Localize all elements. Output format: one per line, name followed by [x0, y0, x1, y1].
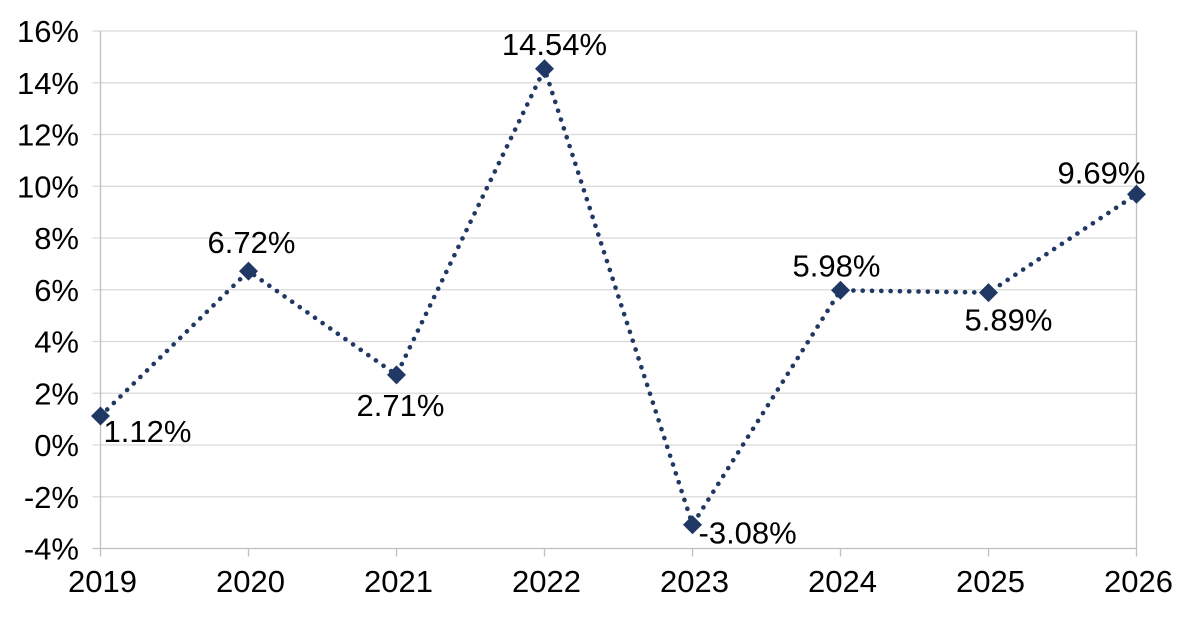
data-label-2026: 9.69%: [1058, 155, 1146, 190]
data-point-marker-2020: [239, 261, 258, 281]
y-axis-tick-label: 12%: [17, 118, 79, 153]
data-label-2023: -3.08%: [699, 516, 797, 551]
series-dotted-line: [98, 62, 1139, 531]
data-point-marker-2026: [1127, 184, 1146, 204]
y-axis-tick-label: -4%: [24, 532, 79, 567]
x-axis-tick-label: 2025: [956, 564, 1025, 599]
x-axis-tick-label: 2021: [364, 564, 433, 599]
data-point-marker-2019: [91, 406, 110, 426]
data-label-2020: 6.72%: [208, 225, 296, 260]
data-point-marker-2024: [831, 280, 850, 300]
y-axis-tick-label: -2%: [24, 480, 79, 515]
data-point-marker-2023: [683, 515, 702, 535]
x-axis-tick-label: 2026: [1104, 564, 1173, 599]
data-point-marker-2022: [535, 59, 554, 79]
x-axis-tick-label: 2020: [216, 564, 285, 599]
data-label-2024: 5.98%: [793, 248, 881, 283]
x-axis-tick-label: 2019: [68, 564, 137, 599]
y-axis-tick-label: 2%: [34, 376, 79, 411]
x-axis-tick-label: 2022: [512, 564, 581, 599]
data-label-2019: 1.12%: [104, 414, 192, 449]
data-label-2021: 2.71%: [357, 388, 445, 423]
y-axis-tick-label: 16%: [17, 14, 79, 49]
y-axis-tick-label: 8%: [34, 221, 79, 256]
data-label-2022: 14.54%: [502, 27, 607, 62]
data-label-2025: 5.89%: [965, 303, 1053, 338]
data-point-marker-2025: [979, 283, 998, 303]
y-axis-tick-label: 10%: [17, 169, 79, 204]
x-axis-tick-label: 2024: [808, 564, 877, 599]
y-axis-tick-label: 14%: [17, 66, 79, 101]
y-axis-tick-label: 4%: [34, 325, 79, 360]
y-axis-tick-label: 0%: [34, 428, 79, 463]
data-point-marker-2021: [387, 365, 406, 385]
x-axis-tick-label: 2023: [660, 564, 729, 599]
y-axis-tick-label: 6%: [34, 273, 79, 308]
